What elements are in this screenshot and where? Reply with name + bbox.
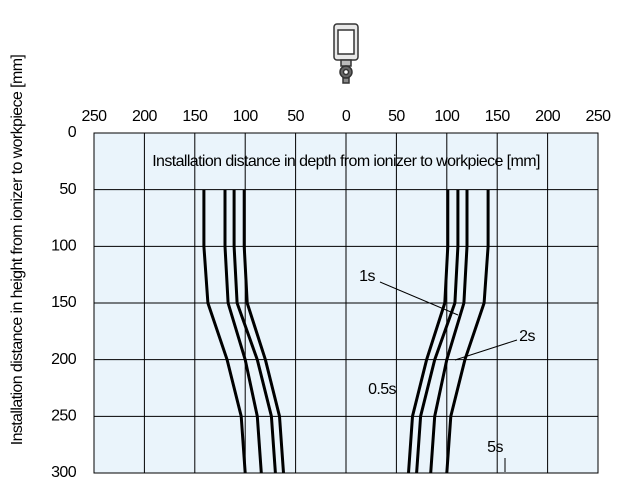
x-tick-label: 0 — [342, 108, 351, 125]
y-tick-label: 50 — [59, 181, 76, 198]
y-tick-label: 300 — [51, 464, 77, 481]
series-annotation: 0.5s — [368, 381, 396, 398]
series-line — [232, 189, 460, 474]
x-tick-label: 250 — [82, 108, 108, 125]
x-tick-label: 50 — [388, 108, 405, 125]
x-tick-label: 100 — [233, 108, 259, 125]
y-axis-label: Installation distance in height from ion… — [9, 55, 26, 446]
x-tick-label: 200 — [535, 108, 561, 125]
series-line — [223, 189, 469, 474]
chart-title: Installation distance in depth from ioni… — [152, 153, 540, 170]
series-annotation: 2s — [519, 328, 535, 345]
series-annotation: 5s — [487, 439, 503, 456]
series-line — [242, 189, 450, 474]
x-tick-label: 150 — [182, 108, 208, 125]
series-annotation: 1s — [359, 268, 375, 285]
annotation-leader — [454, 339, 518, 361]
x-tick-label: 100 — [434, 108, 460, 125]
ionizer-icon — [333, 23, 359, 84]
y-tick-label: 200 — [51, 351, 77, 368]
x-tick-label: 250 — [586, 108, 612, 125]
x-tick-label: 150 — [485, 108, 511, 125]
y-tick-label: 150 — [51, 294, 77, 311]
y-tick-label: 0 — [68, 124, 77, 141]
y-tick-label: 250 — [51, 408, 77, 425]
y-tick-label: 100 — [51, 238, 77, 255]
annotation-leader — [379, 281, 459, 316]
x-tick-label: 50 — [287, 108, 304, 125]
plot-frame — [93, 132, 599, 474]
series-line — [202, 189, 490, 474]
x-tick-label: 200 — [132, 108, 158, 125]
